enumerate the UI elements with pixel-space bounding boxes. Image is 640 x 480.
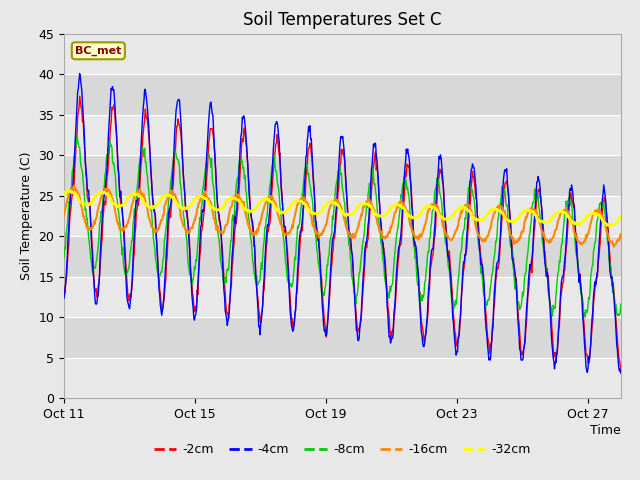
Bar [64, 196, 621, 236]
Bar [64, 358, 621, 398]
Legend: -2cm, -4cm, -8cm, -16cm, -32cm: -2cm, -4cm, -8cm, -16cm, -32cm [149, 438, 536, 461]
Bar [64, 34, 621, 74]
Text: BC_met: BC_met [75, 46, 122, 56]
Y-axis label: Soil Temperature (C): Soil Temperature (C) [20, 152, 33, 280]
Title: Soil Temperatures Set C: Soil Temperatures Set C [243, 11, 442, 29]
Bar [64, 236, 621, 277]
X-axis label: Time: Time [590, 424, 621, 437]
Bar [64, 317, 621, 358]
Bar [64, 115, 621, 155]
Bar [64, 74, 621, 115]
Bar [64, 155, 621, 196]
Bar [64, 277, 621, 317]
